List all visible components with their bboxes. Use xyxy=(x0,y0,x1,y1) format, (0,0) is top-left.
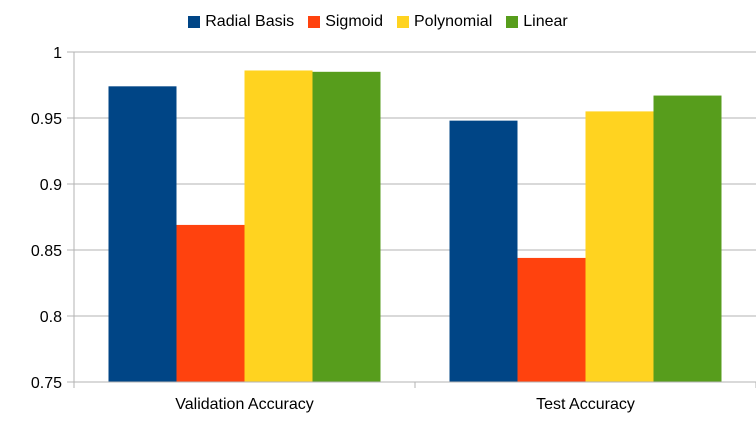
bar-polynomial-validation-accuracy xyxy=(244,70,313,382)
x-tick-label: Validation Accuracy xyxy=(175,396,313,413)
bar-polynomial-test-accuracy xyxy=(585,111,654,383)
bar-sigmoid-validation-accuracy xyxy=(176,224,245,382)
legend-swatch-polynomial xyxy=(397,16,409,28)
legend-swatch-linear xyxy=(506,16,519,28)
legend-item-linear: Linear xyxy=(506,13,568,31)
bar-radial-basis-validation-accuracy xyxy=(108,86,177,382)
y-tick-label: 1 xyxy=(53,45,62,62)
legend-label-radial-basis: Radial Basis xyxy=(205,13,295,30)
y-tick-label: 0.9 xyxy=(40,177,62,194)
legend-label-linear: Linear xyxy=(523,13,568,30)
bar-linear-validation-accuracy xyxy=(312,71,381,383)
y-tick-label: 0.85 xyxy=(31,243,62,260)
legend-swatch-radial-basis xyxy=(188,16,201,28)
bar-radial-basis-test-accuracy xyxy=(449,120,518,382)
y-tick-label: 0.8 xyxy=(40,309,62,326)
y-tick-labels: 0.75 0.8 0.85 0.9 0.95 1 xyxy=(31,45,62,392)
bar-sigmoid-test-accuracy xyxy=(517,257,586,382)
chart-legend: Radial Basis Sigmoid Polynomial Linear xyxy=(0,12,756,32)
bars xyxy=(108,70,722,383)
legend-item-sigmoid: Sigmoid xyxy=(308,13,383,31)
bar-linear-test-accuracy xyxy=(653,95,722,382)
y-tick-label: 0.95 xyxy=(31,111,62,128)
legend-item-polynomial: Polynomial xyxy=(397,13,492,31)
x-tick-labels: Validation Accuracy Test Accuracy xyxy=(175,396,635,413)
axes xyxy=(73,52,756,388)
legend-item-radial-basis: Radial Basis xyxy=(188,13,294,31)
legend-swatch-sigmoid xyxy=(308,16,321,28)
x-tick-label: Test Accuracy xyxy=(536,396,635,413)
legend-label-sigmoid: Sigmoid xyxy=(325,13,383,30)
legend-label-polynomial: Polynomial xyxy=(414,13,493,30)
y-tick-label: 0.75 xyxy=(31,375,62,392)
